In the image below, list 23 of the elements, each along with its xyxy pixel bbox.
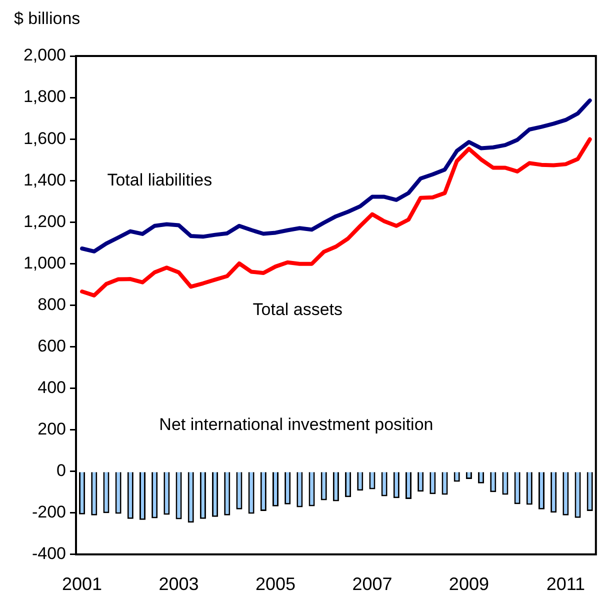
y-tick-label: 400 <box>38 378 66 397</box>
y-tick-label: 200 <box>38 419 66 438</box>
y-tick-label: -400 <box>32 544 66 564</box>
y-axis-title: $ billions <box>14 9 80 28</box>
text: Net international investment position <box>159 414 434 434</box>
y-tick-label: 1,400 <box>23 170 66 190</box>
y-tick-label: 600 <box>38 336 66 356</box>
y-tick-label: -200 <box>32 502 66 522</box>
y-tick-label: 1,200 <box>23 212 66 231</box>
text: Total liabilities <box>107 170 212 190</box>
y-tick-label: 1,800 <box>23 87 66 106</box>
x-tick-label: 2001 <box>62 574 102 594</box>
x-tick-label: 2009 <box>448 574 489 594</box>
series-label: Total assets <box>252 300 343 320</box>
x-tick-label: 2005 <box>255 574 296 594</box>
y-tick-label: 2,000 <box>23 46 66 65</box>
y-tick-label: 0 <box>56 461 66 480</box>
x-tick-label: 2003 <box>158 574 199 594</box>
y-tick-label: 1,600 <box>23 128 66 148</box>
y-tick-label: 800 <box>38 294 66 314</box>
x-tick-label: 2007 <box>352 574 392 594</box>
y-tick-label: 1,000 <box>23 253 66 272</box>
x-tick-label: 2011 <box>546 574 586 594</box>
